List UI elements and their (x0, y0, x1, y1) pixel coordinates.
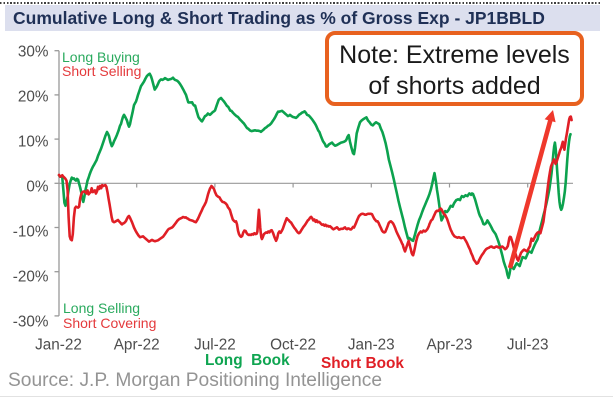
svg-text:Jan-23: Jan-23 (348, 337, 395, 354)
svg-text:Oct-22: Oct-22 (270, 337, 316, 354)
svg-text:-20%: -20% (13, 268, 49, 285)
svg-text:Jul-22: Jul-22 (194, 337, 236, 354)
svg-text:Apr-23: Apr-23 (427, 337, 473, 354)
svg-text:Jan-22: Jan-22 (35, 337, 82, 354)
svg-text:30%: 30% (18, 43, 49, 60)
svg-text:-10%: -10% (13, 223, 49, 240)
svg-text:0%: 0% (26, 178, 49, 195)
svg-text:20%: 20% (18, 88, 49, 105)
svg-text:Apr-22: Apr-22 (114, 337, 160, 354)
svg-text:-30%: -30% (13, 313, 49, 330)
svg-text:10%: 10% (18, 133, 49, 150)
svg-text:Jul-23: Jul-23 (507, 337, 549, 354)
